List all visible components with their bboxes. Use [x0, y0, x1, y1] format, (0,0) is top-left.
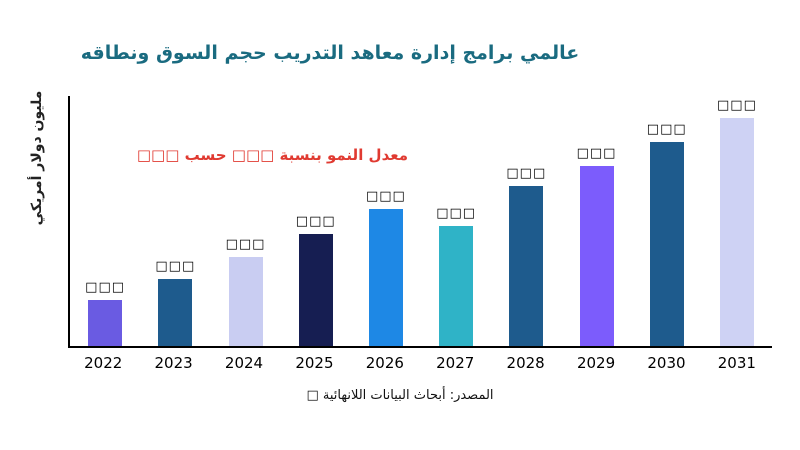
- bar-value-label: □□□: [717, 98, 757, 113]
- bar-slot-2022: □□□: [70, 280, 140, 346]
- growth-rate-annotation: معدل النمو بنسبة □□□ حسب □□□: [136, 146, 408, 164]
- x-tick-label-2027: 2027: [436, 354, 475, 372]
- bar-value-label: □□□: [155, 259, 196, 274]
- bar-value-label: □□□: [85, 280, 126, 295]
- bar-2026: [368, 209, 403, 346]
- bar-2030: [649, 142, 684, 346]
- bar-slot-2025: □□□: [281, 214, 351, 346]
- bar-value-label: □□□: [646, 122, 687, 137]
- bar-slot-2027: □□□: [421, 206, 491, 346]
- bar-2029: [579, 166, 614, 346]
- bar-slot-2030: □□□: [632, 122, 702, 346]
- bar-2022: [88, 300, 123, 346]
- plot-area: □□□ □□□ □□□ □□□ □□□ □□□ □□□ □□□ □□□ □□□: [68, 96, 772, 348]
- bar-value-label: □□□: [225, 237, 266, 252]
- x-tick-label-2022: 2022: [84, 354, 123, 372]
- x-tick-label-2029: 2029: [576, 354, 616, 372]
- bar-2027: [439, 226, 474, 346]
- chart-title: عالمي برامج إدارة معاهد التدريب حجم السو…: [80, 42, 580, 64]
- bar-2023: [158, 279, 193, 346]
- bar-value-label: □□□: [365, 189, 406, 204]
- x-tick-label-2025: 2025: [295, 354, 334, 372]
- bar-2024: [228, 257, 263, 346]
- bar-slot-2024: □□□: [210, 237, 280, 346]
- x-tick-label-2028: 2028: [506, 354, 545, 372]
- bar-value-label: □□□: [295, 214, 336, 229]
- x-tick-label-2023: 2023: [154, 354, 193, 372]
- source-text: المصدر: أبحاث البيانات اللانهائية □: [306, 388, 494, 403]
- x-axis-ticks: 2022 2023 2024 2025 2026 2027 2028 2029 2030 2031: [68, 354, 772, 372]
- x-tick-label-2030: 2030: [647, 354, 686, 372]
- bar-slot-2026: □□□: [351, 189, 421, 346]
- bar-2025: [298, 234, 333, 346]
- bar-2028: [509, 186, 544, 346]
- bar-slot-2029: □□□: [561, 146, 631, 346]
- bar-slot-2023: □□□: [140, 259, 210, 346]
- bar-slot-2028: □□□: [491, 166, 561, 346]
- bar-value-label: □□□: [436, 206, 477, 221]
- x-tick-label-2031: 2031: [717, 354, 756, 372]
- x-tick-label-2024: 2024: [224, 354, 264, 372]
- y-axis-label: مليون دولار أمريكي: [29, 90, 45, 226]
- bar-value-label: □□□: [506, 166, 547, 181]
- bar-slot-2031: □□□: [702, 98, 772, 346]
- bars: □□□ □□□ □□□ □□□ □□□ □□□ □□□ □□□ □□□ □□□: [70, 96, 772, 346]
- bar-2031: [719, 118, 754, 346]
- x-tick-label-2026: 2026: [365, 354, 404, 372]
- bar-value-label: □□□: [576, 146, 617, 161]
